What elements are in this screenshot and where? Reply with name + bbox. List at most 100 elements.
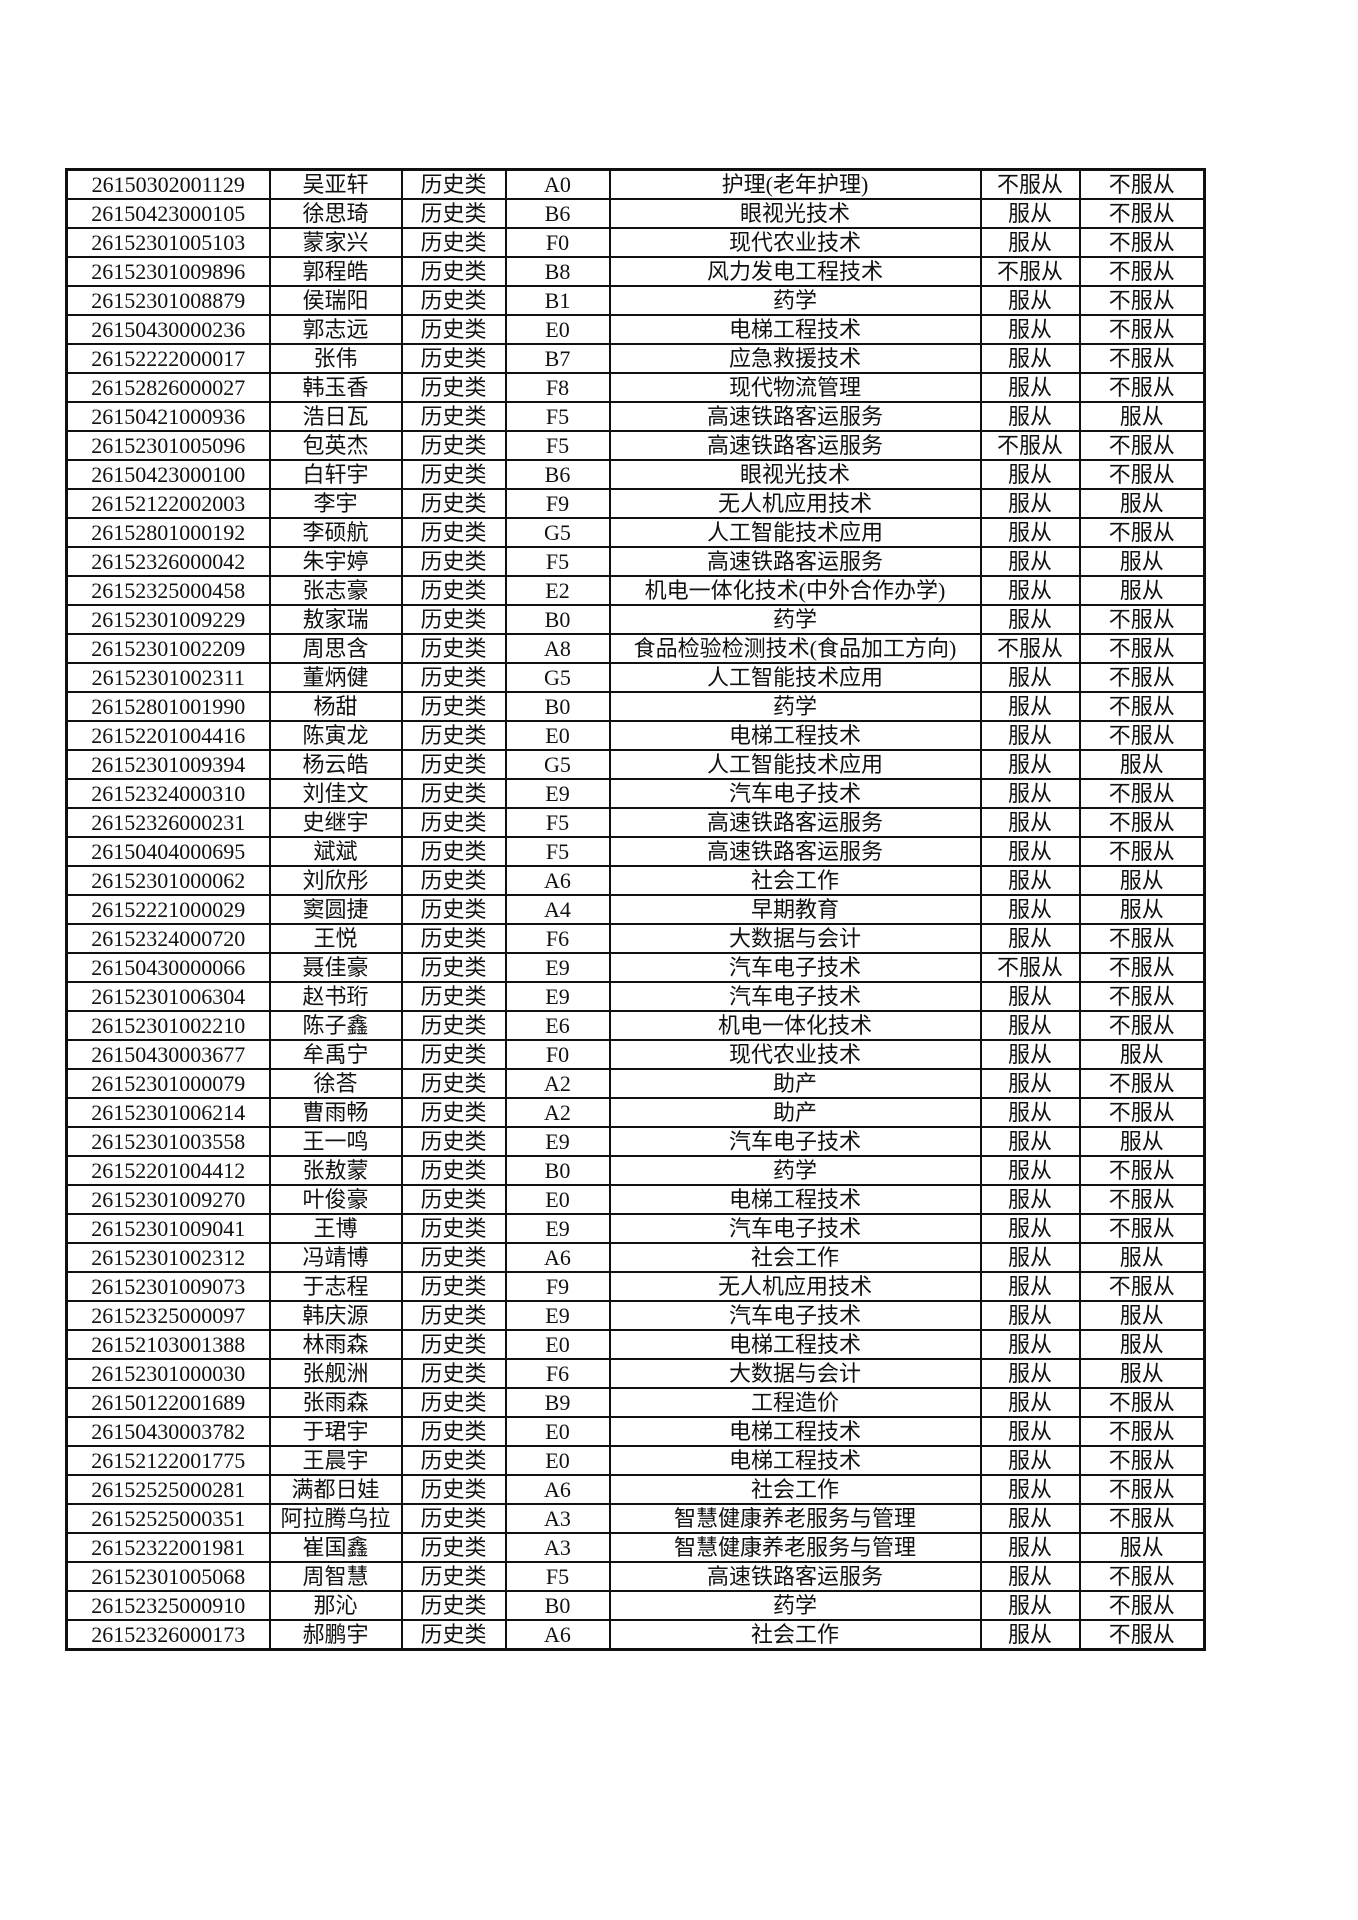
transfer-cell: 不服从 <box>1078 691 1206 722</box>
adjust-cell: 服从 <box>979 894 1081 925</box>
name-cell: 刘欣彤 <box>268 865 403 896</box>
code-cell: A4 <box>504 894 611 925</box>
table-row: 26152301006304 赵书珩 历史类 E9 汽车电子技术 服从 不服从 <box>65 981 1206 1012</box>
code-cell: E9 <box>504 1300 611 1331</box>
table-row: 26152301005068 周智慧 历史类 F5 高速铁路客运服务 服从 不服从 <box>65 1561 1206 1592</box>
code-cell: G5 <box>504 749 611 780</box>
category-cell: 历史类 <box>400 168 507 200</box>
adjust-cell: 服从 <box>979 720 1081 751</box>
code-cell: A6 <box>504 1242 611 1273</box>
category-cell: 历史类 <box>400 1242 507 1273</box>
name-cell: 王晨宇 <box>268 1445 403 1476</box>
code-cell: E0 <box>504 1329 611 1360</box>
candidate-id-cell: 26150421000936 <box>65 401 271 432</box>
transfer-cell: 服从 <box>1078 1242 1206 1273</box>
category-cell: 历史类 <box>400 1271 507 1302</box>
candidate-id-cell: 26152324000310 <box>65 778 271 809</box>
transfer-cell: 不服从 <box>1078 1155 1206 1186</box>
adjust-cell: 服从 <box>979 1126 1081 1157</box>
adjust-cell: 服从 <box>979 1271 1081 1302</box>
transfer-cell: 服从 <box>1078 1300 1206 1331</box>
code-cell: F5 <box>504 1561 611 1592</box>
candidate-id-cell: 26150430003782 <box>65 1416 271 1447</box>
adjust-cell: 服从 <box>979 749 1081 780</box>
transfer-cell: 不服从 <box>1078 633 1206 664</box>
code-cell: F9 <box>504 488 611 519</box>
name-cell: 冯靖博 <box>268 1242 403 1273</box>
code-cell: F5 <box>504 836 611 867</box>
code-cell: B0 <box>504 1155 611 1186</box>
category-cell: 历史类 <box>400 1387 507 1418</box>
name-cell: 赵书珩 <box>268 981 403 1012</box>
major-cell: 眼视光技术 <box>608 198 982 229</box>
code-cell: B6 <box>504 459 611 490</box>
major-cell: 高速铁路客运服务 <box>608 1561 982 1592</box>
major-cell: 汽车电子技术 <box>608 778 982 809</box>
candidate-id-cell: 26150430003677 <box>65 1039 271 1070</box>
major-cell: 电梯工程技术 <box>608 1329 982 1360</box>
transfer-cell: 不服从 <box>1078 459 1206 490</box>
table-row: 26150430000066 聂佳豪 历史类 E9 汽车电子技术 不服从 不服从 <box>65 952 1206 983</box>
table-row: 26152322001981 崔国鑫 历史类 A3 智慧健康养老服务与管理 服从 服从 <box>65 1532 1206 1563</box>
adjust-cell: 服从 <box>979 1300 1081 1331</box>
category-cell: 历史类 <box>400 401 507 432</box>
major-cell: 电梯工程技术 <box>608 1445 982 1476</box>
transfer-cell: 不服从 <box>1078 836 1206 867</box>
category-cell: 历史类 <box>400 459 507 490</box>
major-cell: 社会工作 <box>608 1619 982 1651</box>
major-cell: 汽车电子技术 <box>608 952 982 983</box>
candidate-id-cell: 26152326000173 <box>65 1619 271 1651</box>
code-cell: E9 <box>504 1126 611 1157</box>
major-cell: 电梯工程技术 <box>608 314 982 345</box>
adjust-cell: 服从 <box>979 1097 1081 1128</box>
table-row: 26152301009229 敖家瑞 历史类 B0 药学 服从 不服从 <box>65 604 1206 635</box>
candidate-id-cell: 26152301009270 <box>65 1184 271 1215</box>
category-cell: 历史类 <box>400 430 507 461</box>
category-cell: 历史类 <box>400 1590 507 1621</box>
candidate-id-cell: 26152122001775 <box>65 1445 271 1476</box>
table-row: 26152525000281 满都日娃 历史类 A6 社会工作 服从 不服从 <box>65 1474 1206 1505</box>
transfer-cell: 不服从 <box>1078 1503 1206 1534</box>
transfer-cell: 不服从 <box>1078 807 1206 838</box>
transfer-cell: 服从 <box>1078 865 1206 896</box>
code-cell: B8 <box>504 256 611 287</box>
code-cell: E0 <box>504 1184 611 1215</box>
candidate-id-cell: 26152301003558 <box>65 1126 271 1157</box>
table-row: 26152801000192 李硕航 历史类 G5 人工智能技术应用 服从 不服从 <box>65 517 1206 548</box>
table-body: 26150302001129 吴亚轩 历史类 A0 护理(老年护理) 不服从 不服从 2615… <box>65 168 1206 1651</box>
candidate-id-cell: 26152301005068 <box>65 1561 271 1592</box>
category-cell: 历史类 <box>400 1213 507 1244</box>
major-cell: 智慧健康养老服务与管理 <box>608 1503 982 1534</box>
major-cell: 现代农业技术 <box>608 1039 982 1070</box>
adjust-cell: 服从 <box>979 662 1081 693</box>
table-row: 26152201004412 张敖蒙 历史类 B0 药学 服从 不服从 <box>65 1155 1206 1186</box>
code-cell: F5 <box>504 401 611 432</box>
code-cell: E6 <box>504 1010 611 1041</box>
code-cell: A8 <box>504 633 611 664</box>
candidate-id-cell: 26152801001990 <box>65 691 271 722</box>
category-cell: 历史类 <box>400 778 507 809</box>
name-cell: 周智慧 <box>268 1561 403 1592</box>
code-cell: B6 <box>504 198 611 229</box>
major-cell: 电梯工程技术 <box>608 720 982 751</box>
code-cell: F0 <box>504 1039 611 1070</box>
major-cell: 无人机应用技术 <box>608 1271 982 1302</box>
transfer-cell: 不服从 <box>1078 1619 1206 1651</box>
adjust-cell: 服从 <box>979 1184 1081 1215</box>
table-row: 26152801001990 杨甜 历史类 B0 药学 服从 不服从 <box>65 691 1206 722</box>
category-cell: 历史类 <box>400 923 507 954</box>
candidate-id-cell: 26152324000720 <box>65 923 271 954</box>
code-cell: A0 <box>504 168 611 200</box>
table-row: 26152325000910 那沁 历史类 B0 药学 服从 不服从 <box>65 1590 1206 1621</box>
candidate-id-cell: 26152301002311 <box>65 662 271 693</box>
transfer-cell: 不服从 <box>1078 1184 1206 1215</box>
name-cell: 吴亚轩 <box>268 168 403 200</box>
code-cell: E9 <box>504 952 611 983</box>
name-cell: 包英杰 <box>268 430 403 461</box>
adjust-cell: 不服从 <box>979 430 1081 461</box>
candidate-id-cell: 26152525000281 <box>65 1474 271 1505</box>
candidate-id-cell: 26152325000910 <box>65 1590 271 1621</box>
name-cell: 张雨森 <box>268 1387 403 1418</box>
category-cell: 历史类 <box>400 1561 507 1592</box>
category-cell: 历史类 <box>400 1503 507 1534</box>
